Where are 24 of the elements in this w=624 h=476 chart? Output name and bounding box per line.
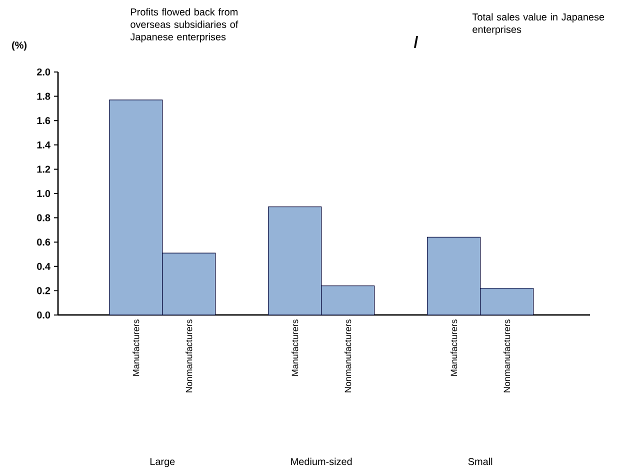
y-tick-label: 0.8 [37,214,50,222]
x-tick-label: Manufacturers [450,320,458,376]
text: Small [468,458,492,466]
x-tick-label: Manufacturers [292,320,298,376]
y-tick-label: 1.4 [37,141,50,148]
y-tick-label: 1.0 [37,190,50,198]
y-tick-label: 1.6 [37,117,50,124]
x-tick-label: Nonmanufacturers [186,320,192,392]
y-tick-label: 2.0 [36,68,50,76]
y-tick-label: 0.2 [37,287,50,294]
y-tick-label: 0.0 [37,311,50,319]
x-tick-label: Nonmanufacturers [344,320,352,392]
x-tick-label: Manufacturers [132,320,140,376]
y-tick-label: 0.4 [37,262,50,270]
y-tick-label: 1.8 [37,92,50,100]
y-tick-label: 1.2 [37,166,50,173]
chart-subtitle: Total sales value in Japanese enterprises [472,13,604,35]
text: Large [150,458,175,468]
text: / [414,36,418,48]
y-axis-title: (%) [12,41,27,51]
chart-title: Profits flowed back from overseas subsidiaries of Japanese enterprises [130,8,238,42]
x-tick-label: Nonmanufacturers [504,320,510,392]
text: Medium-sized [291,458,352,466]
y-tick-label: 0.6 [37,238,50,246]
